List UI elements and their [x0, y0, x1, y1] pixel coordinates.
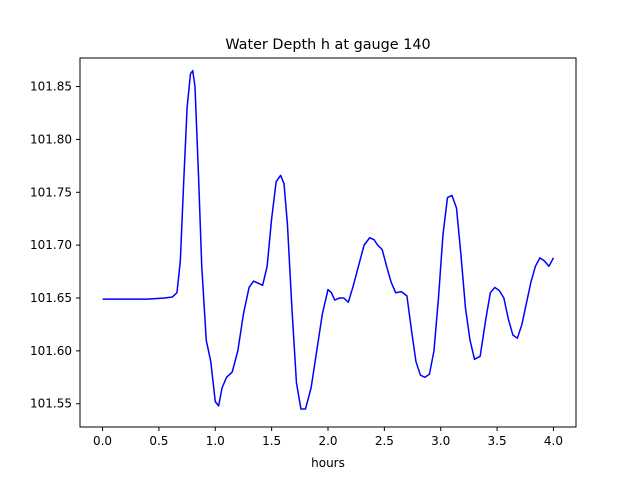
y-tick-label: 101.80: [30, 132, 72, 146]
y-tick-label: 101.60: [30, 344, 72, 358]
x-tick-label: 2.5: [375, 434, 394, 448]
x-tick-label: 1.5: [262, 434, 281, 448]
y-tick-label: 101.70: [30, 238, 72, 252]
y-tick-label: 101.55: [30, 397, 72, 411]
x-tick-label: 4.0: [544, 434, 563, 448]
x-tick-label: 2.0: [318, 434, 337, 448]
y-tick-label: 101.75: [30, 185, 72, 199]
x-tick-label: 3.0: [431, 434, 450, 448]
y-tick-label: 101.85: [30, 80, 72, 94]
axes-frame: [79, 57, 577, 428]
y-tick-label: 101.65: [30, 291, 72, 305]
x-tick-label: 0.0: [93, 434, 112, 448]
x-tick-label: 0.5: [149, 434, 168, 448]
x-tick-label: 1.0: [206, 434, 225, 448]
series-line-0: [102, 69, 555, 410]
x-axis: 0.0 0.5 1.0 1.5 2.0 2.5 3.0 3.5 4.0: [93, 427, 563, 448]
chart-title: Water Depth h at gauge 140: [225, 37, 430, 53]
x-axis-label: hours: [311, 456, 345, 470]
plot-area: [102, 69, 555, 410]
y-axis: 101.55 101.60 101.65 101.70 101.75 101.80 101.…: [30, 80, 80, 411]
x-tick-label: 3.5: [488, 434, 507, 448]
